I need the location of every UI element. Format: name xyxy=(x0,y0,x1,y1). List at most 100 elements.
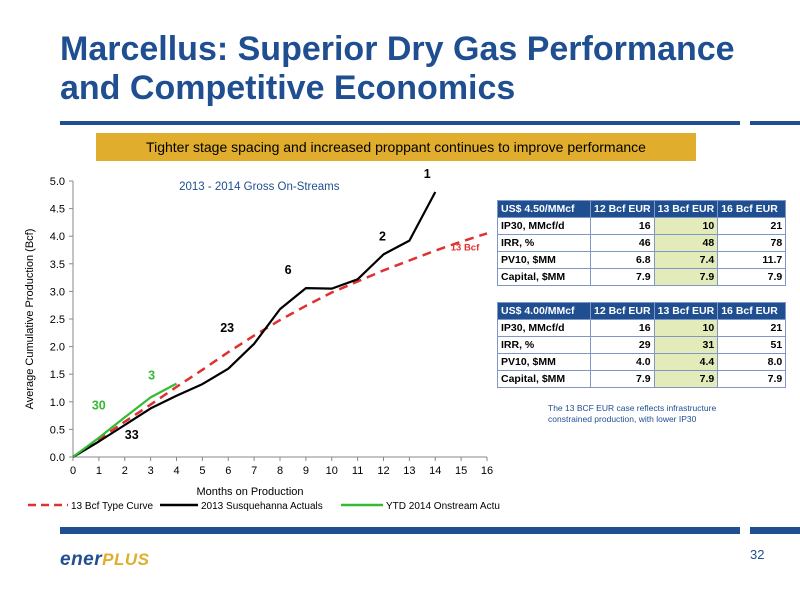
data-label: 1 xyxy=(424,167,431,181)
table-row: PV10, $MM 4.0 4.4 8.0 xyxy=(497,353,787,371)
x-tick-label: 3 xyxy=(148,465,154,477)
legend-label: 2013 Susquehanna Actuals xyxy=(201,501,323,512)
x-tick-label: 12 xyxy=(377,465,389,477)
x-tick-label: 7 xyxy=(251,465,257,477)
data-label: 13 Bcf xyxy=(451,242,480,253)
table-row: IP30, MMcf/d 16 10 21 xyxy=(497,319,787,337)
table-cell: 7.9 xyxy=(653,268,719,286)
table-header-cell: US$ 4.50/MMcf xyxy=(497,200,591,218)
table-header-cell: 16 Bcf EUR xyxy=(717,302,787,320)
banner-text: Tighter stage spacing and increased prop… xyxy=(146,139,646,155)
economics-table-450: US$ 4.50/MMcf 12 Bcf EUR 13 Bcf EUR 16 B… xyxy=(497,200,787,286)
table-header-cell: 16 Bcf EUR xyxy=(717,200,787,218)
eur-footnote: The 13 BCF EUR case reflects infrastruct… xyxy=(548,403,717,424)
footer-rule-end xyxy=(750,527,800,534)
table-cell: IP30, MMcf/d xyxy=(497,319,591,337)
table-header-cell: US$ 4.00/MMcf xyxy=(497,302,591,320)
table-header-row: US$ 4.00/MMcf 12 Bcf EUR 13 Bcf EUR 16 B… xyxy=(497,302,787,320)
y-tick-label: 3.0 xyxy=(50,286,65,298)
table-cell: 7.9 xyxy=(717,370,787,388)
table-cell: PV10, $MM xyxy=(497,251,591,269)
enerplus-logo: enerPLUS xyxy=(60,549,149,571)
table-cell: IRR, % xyxy=(497,234,591,252)
y-tick-label: 5.0 xyxy=(50,176,65,188)
y-axis-label: Average Cumulative Production (Bcf) xyxy=(24,229,36,410)
table-cell: PV10, $MM xyxy=(497,353,591,371)
logo-text-ener: ener xyxy=(60,549,103,570)
table-cell: 11.7 xyxy=(717,251,787,269)
table-row: Capital, $MM 7.9 7.9 7.9 xyxy=(497,268,787,286)
y-tick-label: 3.5 xyxy=(50,259,65,271)
table-cell: 51 xyxy=(717,336,787,354)
table-header-cell: 13 Bcf EUR xyxy=(653,200,719,218)
table-cell: 48 xyxy=(653,234,719,252)
slide-title: Marcellus: Superior Dry Gas Performance … xyxy=(60,30,735,107)
ytd-2014-actuals-line xyxy=(72,382,178,458)
economics-table-400: US$ 4.00/MMcf 12 Bcf EUR 13 Bcf EUR 16 B… xyxy=(497,302,787,388)
table-cell: 7.9 xyxy=(653,370,719,388)
table-row: IRR, % 29 31 51 xyxy=(497,336,787,354)
data-label: 2 xyxy=(379,229,386,243)
y-tick-label: 2.5 xyxy=(50,314,65,326)
x-tick-label: 16 xyxy=(481,465,493,477)
x-tick-label: 14 xyxy=(429,465,441,477)
x-axis-label: Months on Production xyxy=(196,486,303,498)
table-cell: 21 xyxy=(717,217,787,235)
x-tick-label: 2 xyxy=(122,465,128,477)
x-tick-label: 13 xyxy=(403,465,415,477)
table-cell: 16 xyxy=(590,217,655,235)
x-tick-label: 10 xyxy=(326,465,338,477)
table-cell: 29 xyxy=(590,336,655,354)
legend-label: YTD 2014 Onstream Actuals xyxy=(386,501,500,512)
x-tick-label: 1 xyxy=(96,465,102,477)
footer-rule xyxy=(60,527,740,534)
x-tick-label: 6 xyxy=(225,465,231,477)
chart-title: 2013 - 2014 Gross On-Streams xyxy=(179,181,340,193)
logo-text-plus: PLUS xyxy=(102,550,150,569)
table-row: IP30, MMcf/d 16 10 21 xyxy=(497,217,787,235)
table-header-cell: 12 Bcf EUR xyxy=(590,200,655,218)
y-tick-label: 0.5 xyxy=(50,424,65,436)
x-tick-label: 0 xyxy=(70,465,76,477)
table-cell: 78 xyxy=(717,234,787,252)
data-label: 30 xyxy=(92,398,106,412)
table-cell: 4.0 xyxy=(590,353,655,371)
page-number: 32 xyxy=(750,547,765,562)
header-rule-end xyxy=(750,121,800,125)
legend-label: 13 Bcf Type Curve xyxy=(71,501,154,512)
data-label: 3 xyxy=(148,369,155,383)
data-label: 6 xyxy=(285,263,292,277)
table-row: Capital, $MM 7.9 7.9 7.9 xyxy=(497,370,787,388)
highlight-banner: Tighter stage spacing and increased prop… xyxy=(96,133,696,161)
table-header-cell: 13 Bcf EUR xyxy=(653,302,719,320)
y-tick-label: 2.0 xyxy=(50,342,65,354)
y-tick-label: 4.5 xyxy=(50,204,65,216)
table-cell: 7.9 xyxy=(717,268,787,286)
data-label: 33 xyxy=(125,428,139,442)
table-cell: 16 xyxy=(590,319,655,337)
table-cell: 7.9 xyxy=(590,370,655,388)
x-tick-label: 9 xyxy=(303,465,309,477)
table-cell: 7.9 xyxy=(590,268,655,286)
y-tick-label: 1.0 xyxy=(50,397,65,409)
cumulative-production-chart: 0.00.51.01.52.02.53.03.54.04.55.00 1 2 3 4 5 6… xyxy=(24,167,500,512)
y-tick-label: 1.5 xyxy=(50,369,65,381)
table-cell: 21 xyxy=(717,319,787,337)
table-cell: Capital, $MM xyxy=(497,268,591,286)
data-label: 23 xyxy=(220,321,234,335)
table-row: IRR, % 46 48 78 xyxy=(497,234,787,252)
table-cell: 10 xyxy=(653,319,719,337)
table-cell: Capital, $MM xyxy=(497,370,591,388)
y-tick-label: 0.0 xyxy=(50,452,65,464)
type-curve-line xyxy=(72,232,488,459)
y-tick-label: 4.0 xyxy=(50,231,65,243)
table-row: PV10, $MM 6.8 7.4 11.7 xyxy=(497,251,787,269)
table-header-row: US$ 4.50/MMcf 12 Bcf EUR 13 Bcf EUR 16 B… xyxy=(497,200,787,218)
susquehanna-actuals-line xyxy=(72,191,437,458)
table-cell: 4.4 xyxy=(653,353,719,371)
table-cell: 31 xyxy=(653,336,719,354)
table-cell: 46 xyxy=(590,234,655,252)
table-cell: 10 xyxy=(653,217,719,235)
header-rule xyxy=(60,121,740,125)
table-header-cell: 12 Bcf EUR xyxy=(590,302,655,320)
